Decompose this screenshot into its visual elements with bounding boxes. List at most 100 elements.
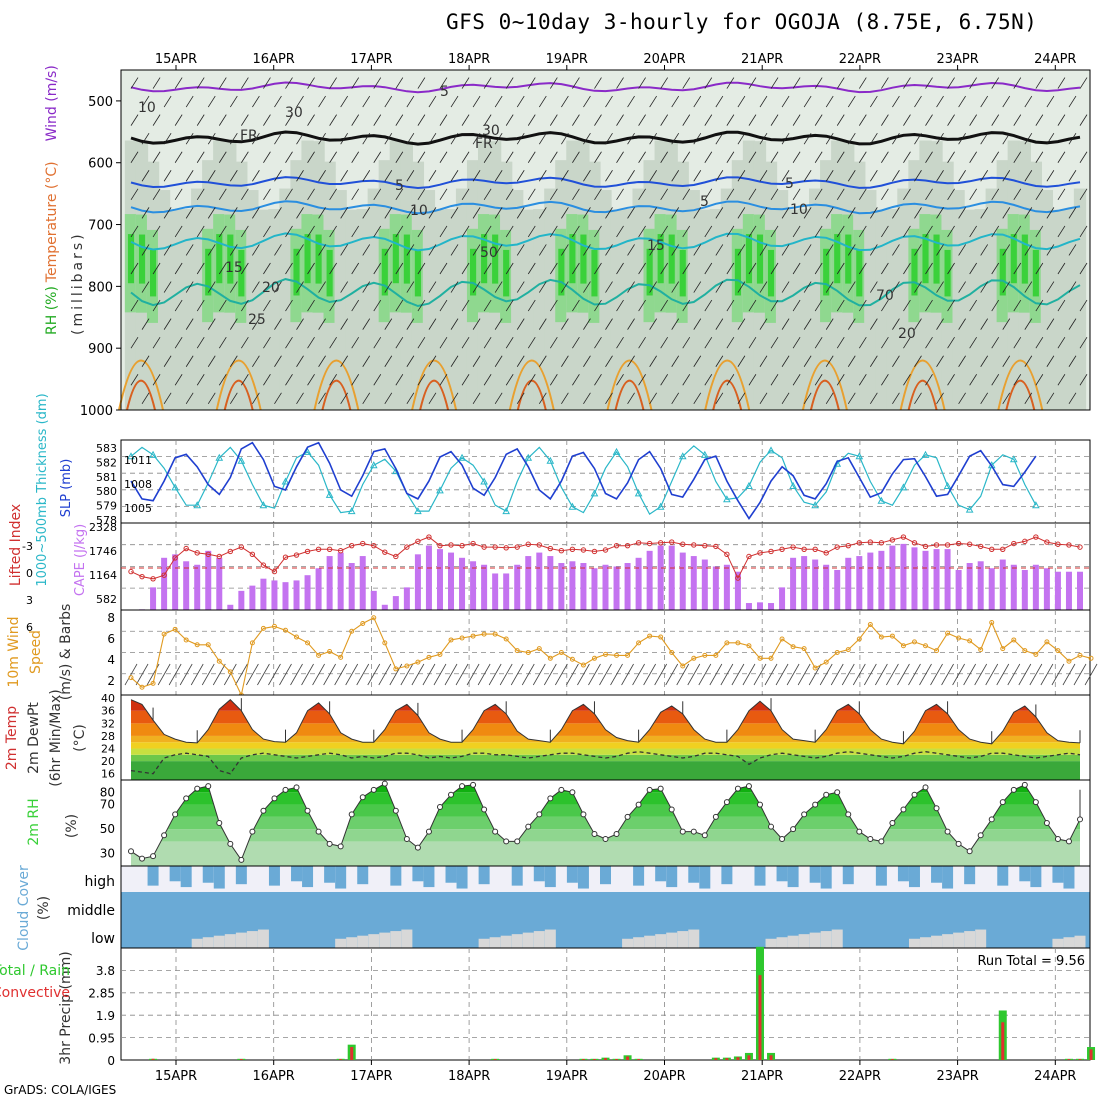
wind-barb: [263, 225, 271, 238]
wind-barb: [163, 170, 172, 182]
rh-point: [999, 799, 1006, 806]
rh-point: [679, 828, 686, 835]
rh-point: [723, 799, 730, 806]
wind-speed-point: [1066, 658, 1072, 664]
wind-barb: [660, 114, 669, 126]
wind-barb: [466, 663, 480, 686]
wind-barb: [461, 374, 470, 386]
x-tick-label-top: 17APR: [350, 52, 392, 67]
wind-barb: [561, 170, 569, 182]
wind-barb: [461, 188, 470, 201]
wind-barb: [742, 663, 756, 686]
wind-barb: [1035, 299, 1044, 312]
x-tick-label-top: 20APR: [643, 52, 685, 67]
wind-barb: [163, 355, 172, 367]
thickness-point: [237, 456, 246, 464]
rh-point: [525, 823, 532, 830]
wind-barb: [141, 318, 150, 330]
precip-tick-label: 0: [107, 1054, 115, 1068]
wind-barb: [825, 244, 834, 256]
wind-barb: [257, 663, 270, 686]
wind-barb: [384, 170, 393, 182]
rh-band: [127, 234, 135, 284]
wind-barb: [450, 170, 459, 182]
rh-point: [470, 781, 477, 788]
rh-point: [205, 783, 212, 790]
wind-speed-point: [448, 637, 454, 643]
wind-barb: [384, 392, 393, 405]
wind-barb: [825, 207, 834, 219]
wind-speed-point: [338, 654, 344, 660]
wind-barb: [152, 151, 161, 163]
wind-barb: [417, 299, 426, 312]
wind-barb: [285, 262, 293, 275]
cape-bar: [403, 587, 410, 610]
cape-bar: [646, 550, 653, 610]
cape-bar: [370, 590, 377, 610]
cape-y-label: CAPE (J/kg): [73, 524, 88, 596]
wind-barb: [704, 77, 713, 89]
wind-barb: [671, 95, 680, 108]
wind-barb: [340, 244, 349, 256]
wind-barb: [682, 188, 691, 201]
rh-point: [955, 840, 962, 847]
thickness-point: [1009, 455, 1018, 463]
wind-barb: [329, 188, 337, 201]
wind-barb: [726, 299, 735, 312]
wind-barb: [1013, 336, 1022, 349]
temperature-contour-30: [809, 379, 840, 411]
low-cloud-bar: [975, 929, 987, 948]
wind-barb: [196, 151, 205, 163]
wind-barb: [704, 336, 713, 349]
wind-barb: [748, 262, 757, 275]
wind-barb: [1079, 77, 1088, 89]
high-cloud-bar: [688, 866, 700, 883]
wind-barb: [682, 299, 691, 312]
wind-barb: [936, 207, 944, 219]
wind-barb: [969, 114, 977, 126]
wind-barb: [583, 170, 591, 182]
li-point: [426, 534, 432, 540]
rh-point: [790, 826, 797, 833]
wind-barb: [461, 114, 470, 126]
wind-barb: [207, 355, 216, 367]
wind-barb: [605, 392, 613, 405]
rh-point: [271, 795, 278, 802]
wind-barb: [461, 151, 470, 163]
wind-barb: [958, 170, 966, 182]
temperature-contour-10: [130, 200, 1081, 215]
wind-barb: [152, 336, 161, 349]
wind-barb: [340, 355, 349, 367]
li-point: [823, 550, 829, 556]
precip-convective-bar: [1001, 1022, 1005, 1060]
rh-point: [161, 832, 168, 839]
wind-barb: [693, 170, 702, 182]
wind-barb: [770, 188, 779, 201]
wind-barb: [329, 151, 337, 163]
wind-barb: [174, 299, 183, 312]
wind-barb: [572, 299, 580, 312]
rh-band: [392, 234, 399, 284]
wind-barb: [263, 114, 271, 126]
cape-bar: [900, 543, 907, 610]
wind-barb: [892, 244, 900, 256]
wind-barb: [881, 225, 889, 238]
wind-barb: [1002, 318, 1011, 330]
wind-barb: [494, 281, 503, 293]
cape-bar: [459, 557, 466, 610]
cape-bar: [812, 559, 819, 610]
wind-barb: [1024, 244, 1033, 256]
temperature-contour-30: [223, 379, 254, 411]
wind-barb: [241, 299, 249, 312]
wind-barb: [163, 318, 172, 330]
x-tick-label-top: 16APR: [253, 52, 295, 67]
wind-barb: [538, 244, 547, 256]
cape-bar: [944, 549, 951, 610]
cape-bar: [293, 580, 300, 610]
high-cloud-bar: [202, 866, 214, 883]
wind-barb: [1024, 132, 1033, 145]
thickness-y-label: 1000~500mb Thickness (dm): [35, 393, 50, 586]
wind-barb: [781, 392, 790, 405]
rh-band: [668, 234, 675, 284]
wind-barb: [726, 77, 735, 89]
